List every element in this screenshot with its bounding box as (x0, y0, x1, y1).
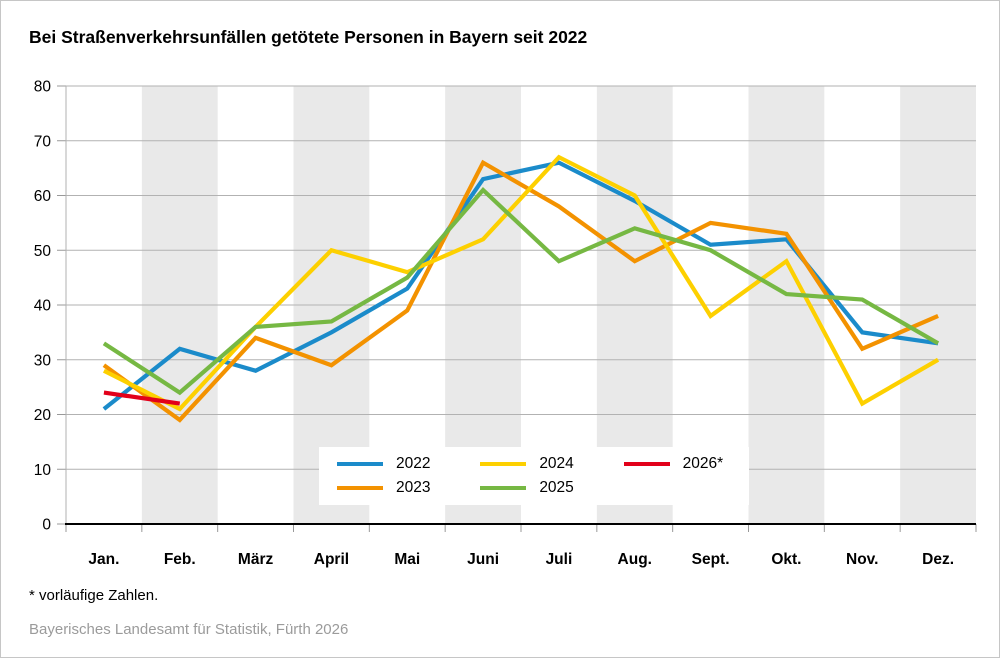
legend-label: 2025 (539, 479, 574, 496)
legend-item-2024: 2024 (480, 455, 581, 473)
y-axis-label: 50 (34, 243, 52, 260)
legend-label: 2024 (539, 455, 574, 472)
x-axis-label: Dez. (922, 551, 954, 568)
legend-item-2023: 2023 (337, 479, 438, 497)
y-axis-label: 10 (34, 462, 52, 479)
x-axis-label: Feb. (164, 551, 196, 568)
x-axis-label: April (314, 551, 349, 568)
footnote: * vorläufige Zahlen. (29, 587, 159, 604)
series-line-2026 (103, 390, 181, 406)
source-attribution: Bayerisches Landesamt für Statistik, Für… (29, 621, 349, 638)
legend-swatch-icon (480, 461, 527, 467)
x-axis-label: Aug. (618, 551, 652, 568)
y-axis-label: 40 (34, 298, 52, 315)
chart-legend: 2022 2023 2024 2025 2026* (319, 447, 749, 505)
legend-label: 2022 (396, 455, 431, 472)
y-axis-label: 70 (34, 133, 52, 150)
chart-title: Bei Straßenverkehrsunfällen getötete Per… (29, 27, 588, 47)
series-line-2025 (102, 186, 940, 396)
legend-item-2025: 2025 (480, 479, 581, 497)
y-axis-label: 80 (34, 79, 52, 96)
legend-item-2026: 2026* (623, 455, 731, 473)
legend-swatch-icon (337, 485, 383, 491)
y-axis-label: 0 (42, 517, 51, 534)
x-axis-label: Nov. (846, 551, 878, 568)
y-axis-label: 20 (34, 407, 52, 424)
series-line-2023 (102, 159, 939, 423)
x-axis-label: Juli (546, 551, 573, 568)
legend-item-2022: 2022 (337, 455, 438, 473)
x-axis-label: Jan. (88, 551, 119, 568)
y-axis-label: 60 (34, 188, 52, 205)
legend-swatch-icon (480, 485, 527, 491)
x-axis-label: März (238, 551, 274, 568)
x-axis-label: Mai (394, 551, 420, 568)
x-axis-label: Sept. (692, 551, 730, 568)
y-axis-label: 30 (34, 352, 52, 369)
legend-label: 2023 (396, 479, 431, 496)
x-axis-label: Okt. (771, 551, 801, 568)
legend-swatch-icon (337, 461, 383, 467)
legend-swatch-icon (623, 461, 670, 467)
legend-label: 2026* (682, 455, 724, 472)
x-axis-label: Juni (467, 551, 499, 568)
